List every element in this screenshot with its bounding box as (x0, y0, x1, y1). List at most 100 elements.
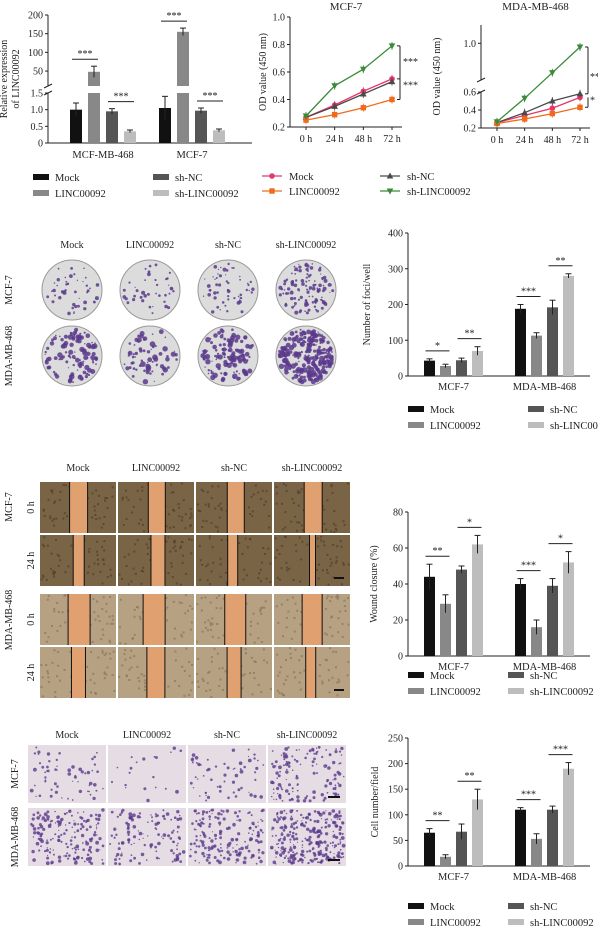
colony (287, 336, 292, 341)
migrated-cell (249, 837, 253, 841)
migrated-cell (208, 849, 211, 852)
cell-texture (297, 504, 300, 507)
colony (295, 279, 298, 282)
cell-texture (189, 605, 192, 607)
colony (329, 361, 333, 365)
colony (314, 338, 319, 343)
colony (60, 290, 65, 294)
cell-texture (42, 695, 45, 698)
y-tick-label: 0.5 (31, 122, 44, 133)
colony (137, 340, 140, 343)
migrated-cell (116, 766, 119, 769)
cell-texture (202, 519, 205, 522)
migrated-cell (138, 838, 141, 841)
colony (227, 349, 231, 352)
colony (233, 297, 236, 300)
cell-texture (334, 524, 337, 527)
migrated-cell (283, 856, 287, 860)
migrated-cell (219, 843, 222, 845)
migrated-cell (339, 826, 343, 829)
colony (291, 376, 295, 380)
migrated-cell (295, 852, 298, 855)
cell-texture (64, 621, 67, 624)
colony-dish (275, 325, 337, 387)
cell-texture (53, 518, 55, 521)
colony (299, 328, 302, 331)
migrated-cell (238, 848, 241, 851)
colony (247, 368, 253, 374)
migrated-cell (238, 810, 241, 813)
migrated-cell (213, 856, 217, 859)
migrated-cell (248, 811, 251, 814)
cell-texture (125, 489, 127, 492)
migrated-cell (158, 857, 160, 860)
cell-texture (319, 664, 321, 666)
colony (213, 296, 217, 300)
cell-texture (93, 509, 96, 512)
migrated-cell (140, 852, 145, 857)
migrated-cell (74, 851, 77, 854)
data-point (549, 105, 556, 111)
migrated-cell (114, 862, 118, 865)
cell-texture (141, 523, 144, 526)
colony (220, 377, 225, 383)
legend-label: LINC00092 (430, 687, 481, 698)
cell-texture (205, 565, 208, 568)
cell-texture (189, 524, 192, 527)
migrated-cell (80, 770, 84, 774)
cell-texture (249, 513, 252, 515)
cell-texture (202, 679, 205, 682)
column-label: Mock (60, 240, 83, 251)
migrated-cell (235, 853, 239, 857)
migrated-cell (46, 839, 48, 841)
cell-texture (238, 542, 241, 545)
cell-texture (257, 491, 260, 494)
migrated-cell (82, 819, 86, 823)
colony (83, 300, 87, 305)
migrated-cell (85, 828, 89, 831)
cell-texture (98, 517, 101, 520)
migrated-cell (271, 829, 273, 831)
migrated-cell (154, 813, 157, 815)
cell-texture (326, 659, 328, 662)
cell-texture (53, 608, 56, 610)
migrated-cell (299, 857, 303, 862)
cell-texture (277, 674, 280, 677)
cell-texture (280, 567, 283, 570)
colony (72, 363, 75, 367)
colony (204, 278, 206, 280)
migrated-cell (334, 784, 337, 787)
migrated-cell (220, 847, 222, 849)
migrated-cell (170, 818, 173, 821)
colony (240, 297, 243, 300)
migrated-cell (285, 812, 288, 815)
migrated-cell (281, 832, 283, 834)
migrated-cell (218, 821, 222, 825)
cell-texture (214, 507, 217, 510)
colony (210, 369, 213, 372)
cell-texture (282, 683, 285, 686)
migrated-cell (243, 765, 246, 769)
migrated-cell (228, 853, 232, 857)
migrated-cell (208, 818, 211, 821)
colony (299, 331, 302, 335)
cell-texture (318, 675, 321, 678)
migrated-cell (33, 752, 37, 755)
migrated-cell (290, 825, 294, 829)
migrated-cell (257, 856, 261, 859)
migrated-cell (60, 817, 64, 822)
migrated-cell (205, 794, 207, 797)
transwell-image (108, 745, 186, 803)
migrated-cell (313, 853, 317, 857)
transwell-image (188, 745, 266, 803)
data-point (360, 66, 367, 73)
colony (46, 295, 50, 299)
cell-texture (242, 578, 245, 581)
migrated-cell (223, 780, 226, 783)
colony (206, 350, 209, 352)
cell-texture (125, 518, 128, 520)
colony (91, 352, 96, 356)
colony (155, 283, 159, 287)
migrated-cell (193, 809, 197, 813)
migrated-cell (334, 788, 337, 791)
